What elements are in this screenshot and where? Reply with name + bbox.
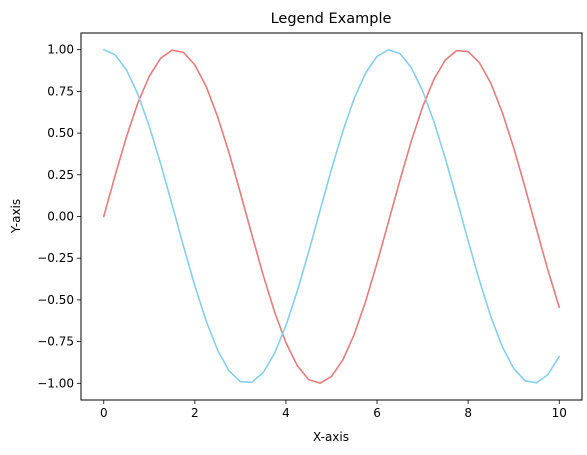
series-line-1 [102,49,561,384]
y-axis-ticks: −1.00 −0.75 −0.50 −0.25 0.00 0.25 0.50 0.75 1.00 [37,43,81,390]
y-tick-label: −0.25 [37,251,74,265]
x-axis-label: X-axis [313,430,349,444]
y-tick-label: 0.00 [47,210,74,224]
x-tick-label: 0 [100,406,108,420]
x-tick-label: 2 [191,406,199,420]
y-tick-label: 0.25 [47,168,74,182]
y-tick-label: −1.00 [37,376,74,390]
y-tick-label: 1.00 [47,43,74,57]
x-tick-label: 10 [552,406,567,420]
y-tick-label: 0.50 [47,126,74,140]
y-tick-label: 0.75 [47,84,74,98]
x-tick-label: 4 [282,406,290,420]
y-tick-label: −0.75 [37,335,74,349]
plot-background [81,33,582,400]
y-axis-label: Y-axis [9,199,23,234]
x-axis-ticks: 0 2 4 6 8 10 [100,400,567,420]
x-tick-label: 8 [464,406,472,420]
series-line-2 [102,48,561,384]
chart-title: Legend Example [271,11,392,27]
x-tick-label: 6 [373,406,381,420]
plot-area [80,32,583,401]
y-tick-label: −0.50 [37,293,74,307]
series-layer [102,48,561,384]
